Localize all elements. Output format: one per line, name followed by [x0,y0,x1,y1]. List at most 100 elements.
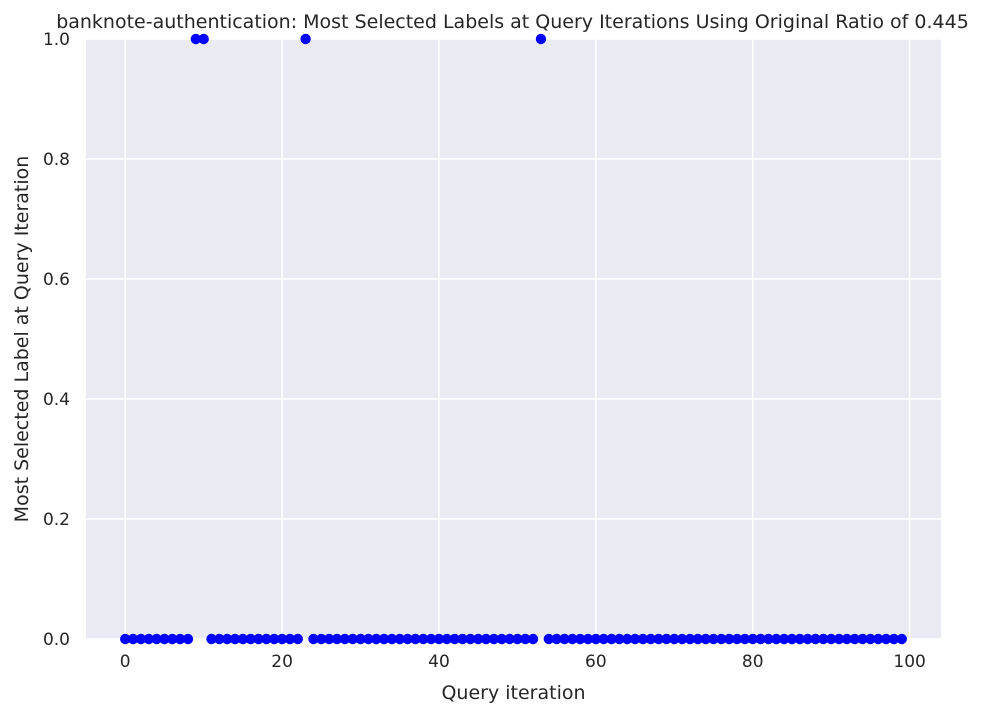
data-point [433,633,445,645]
data-point [363,633,374,645]
tick-labels: 0 20 40 60 80 100 0.0 0.2 0.4 0.6 0.8 1.0 [43,30,926,672]
data-point [323,633,335,645]
data-point [347,633,358,645]
data-point [269,633,280,645]
data-point [661,633,672,645]
data-point [676,633,688,645]
data-point [465,633,476,645]
data-point [418,633,429,645]
data-point [190,33,202,45]
data-point [849,633,860,645]
data-point [786,633,798,645]
data-point [590,633,602,645]
data-point [402,633,413,645]
data-point [182,633,194,645]
data-point [567,633,578,645]
x-tick-label: 80 [742,652,764,672]
y-tick-label: 0.8 [43,150,70,170]
data-point [127,633,139,645]
y-tick-label: 0.0 [43,630,70,650]
plot-area [86,39,941,639]
data-point [253,633,264,645]
data-point [261,633,272,645]
data-point [504,633,515,645]
data-point [378,633,390,645]
data-point [637,633,649,645]
data-point [810,633,821,645]
data-point [527,633,539,645]
x-tick-label: 20 [271,652,293,672]
data-point [873,633,884,645]
data-point [394,633,405,645]
data-points [120,33,907,645]
data-point [410,633,421,645]
y-tick-label: 1.0 [43,30,70,50]
data-point [739,633,751,645]
data-point [684,633,696,645]
data-point [308,633,319,645]
data-point [355,633,366,645]
data-point [763,633,774,645]
data-point [825,633,837,645]
data-point [245,633,256,645]
data-point [857,633,868,645]
data-point [480,633,492,645]
data-point [708,633,719,645]
data-point [653,633,664,645]
data-point [771,633,782,645]
data-point [818,633,829,645]
x-tick-label: 60 [585,652,607,672]
data-point [731,633,743,645]
data-point [198,33,209,45]
data-point [292,633,303,645]
data-point [276,633,288,645]
data-point [512,633,523,645]
data-point [582,633,594,645]
data-point [339,633,351,645]
data-point [833,633,845,645]
data-point [606,633,617,645]
data-point [629,633,641,645]
data-point [574,633,586,645]
data-point [331,633,343,645]
data-point [669,633,680,645]
data-point [206,633,217,645]
x-tick-label: 100 [893,652,925,672]
data-point [316,633,327,645]
data-point [386,633,398,645]
data-point [221,633,233,645]
data-point [174,633,186,645]
x-tick-label: 0 [120,652,131,672]
data-point [802,633,813,645]
y-tick-label: 0.4 [43,390,70,410]
data-point [284,633,296,645]
data-point [425,633,437,645]
data-point [449,633,460,645]
data-point [778,633,790,645]
data-point [888,633,900,645]
data-point [488,633,500,645]
data-point [841,633,853,645]
data-point [716,633,727,645]
data-point [520,633,531,645]
x-tick-label: 40 [428,652,450,672]
data-point [535,33,547,45]
data-point [457,633,468,645]
data-point [700,633,711,645]
data-point [496,633,507,645]
data-point [120,633,131,645]
data-point [880,633,892,645]
data-point [614,633,625,645]
data-point [135,633,147,645]
data-point [794,633,806,645]
data-point [724,633,735,645]
x-axis-label: Query iteration [441,682,585,704]
data-point [559,633,570,645]
data-point [159,633,170,645]
data-point [300,33,311,45]
data-point [551,633,562,645]
y-tick-label: 0.2 [43,510,70,530]
data-point [543,633,554,645]
data-point [896,633,907,645]
